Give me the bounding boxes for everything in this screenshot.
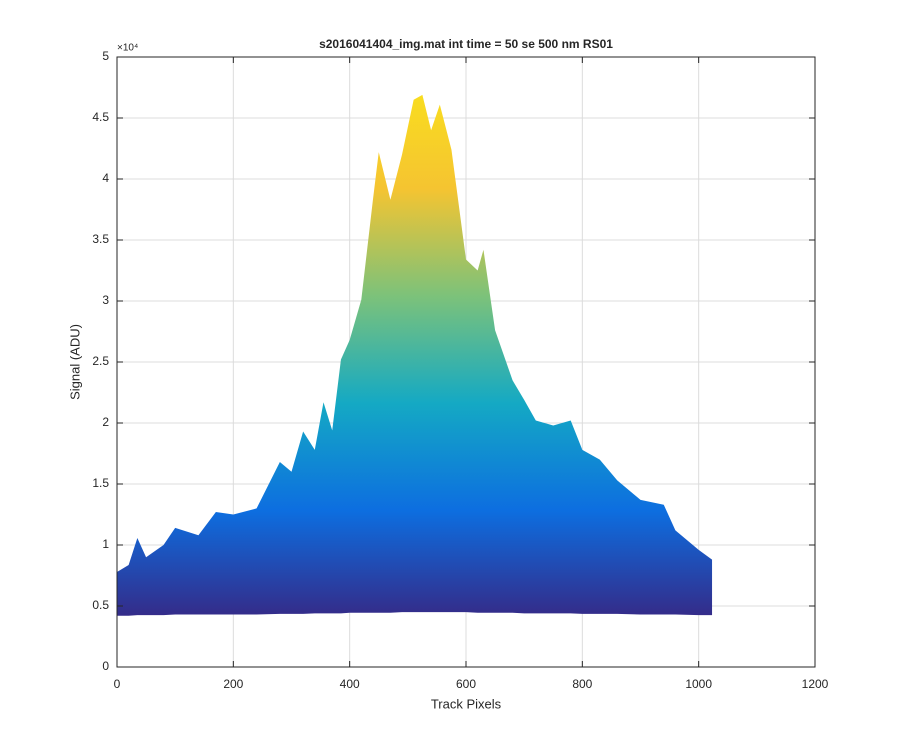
x-tick-label: 600 bbox=[456, 677, 476, 691]
x-tick-label: 800 bbox=[572, 677, 592, 691]
x-tick-label: 1000 bbox=[685, 677, 712, 691]
x-tick-label: 1200 bbox=[802, 677, 829, 691]
y-tick-label: 3 bbox=[102, 293, 109, 307]
signal-surface bbox=[117, 94, 713, 616]
x-tick-label: 0 bbox=[114, 677, 121, 691]
y-tick-label: 1.5 bbox=[92, 476, 109, 490]
x-axis-label: Track Pixels bbox=[431, 696, 502, 711]
x-tick-label: 200 bbox=[223, 677, 243, 691]
y-tick-label: 2.5 bbox=[92, 354, 109, 368]
y-tick-label: 0 bbox=[102, 659, 109, 673]
x-tick-label: 400 bbox=[340, 677, 360, 691]
y-tick-label: 3.5 bbox=[92, 232, 109, 246]
y-exponent: ×10⁴ bbox=[117, 43, 138, 54]
y-tick-label: 2 bbox=[102, 415, 109, 429]
y-tick-label: 4.5 bbox=[92, 110, 109, 124]
y-tick-label: 4 bbox=[102, 171, 109, 185]
y-tick-label: 1 bbox=[102, 537, 109, 551]
y-axis-label: Signal (ADU) bbox=[67, 324, 82, 400]
y-tick-label: 0.5 bbox=[92, 598, 109, 612]
y-tick-label: 5 bbox=[102, 49, 109, 63]
chart-title: s2016041404_img.mat int time = 50 se 500… bbox=[319, 37, 613, 51]
